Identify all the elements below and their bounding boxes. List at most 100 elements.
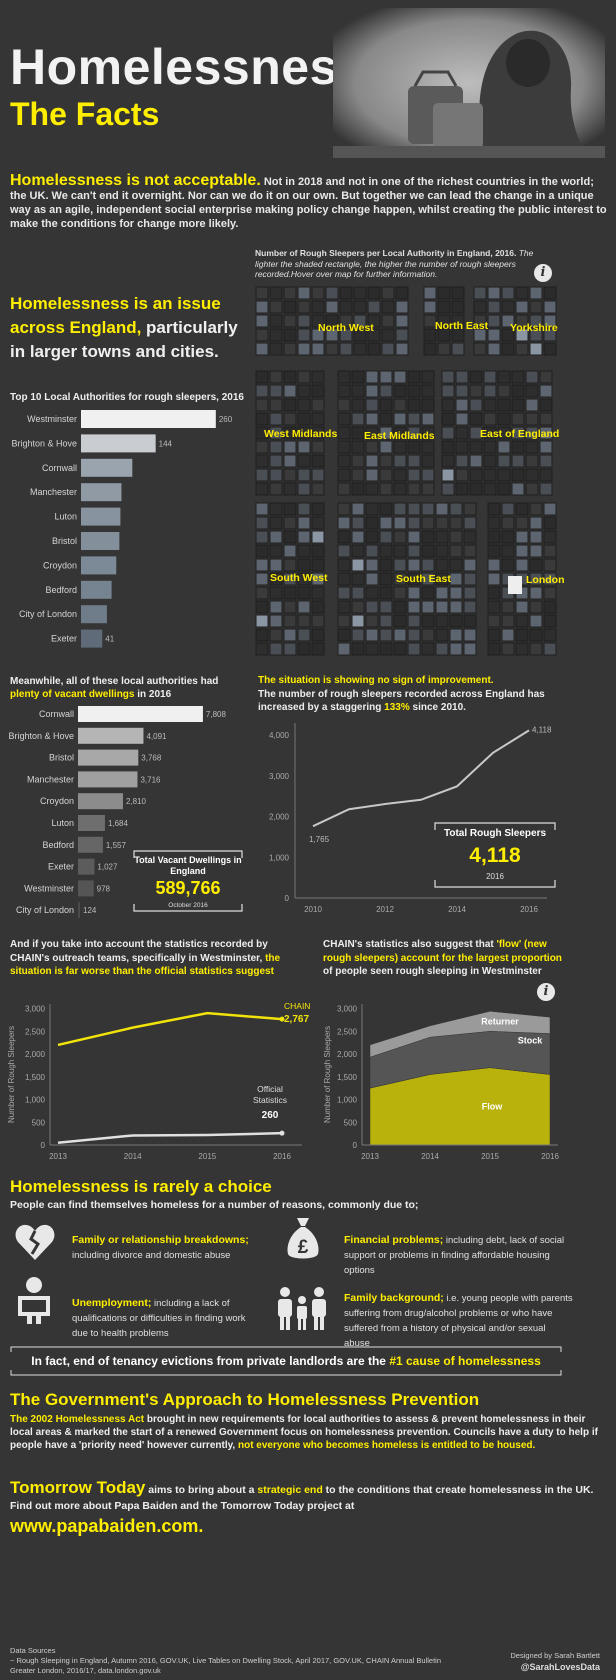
map-tile	[297, 642, 311, 656]
map-tile	[421, 628, 435, 642]
map-tile	[539, 384, 553, 398]
bar-category-label: Bristol	[49, 753, 74, 763]
map-tile	[365, 628, 379, 642]
map-tile	[487, 516, 501, 530]
map-tile	[365, 572, 379, 586]
map-tile	[501, 314, 515, 328]
tomorrow-text-yellow: strategic end	[257, 1484, 323, 1496]
reason-body: including debt, lack of social support o…	[344, 1235, 565, 1276]
map-region-label: South East	[396, 573, 451, 585]
map-tile	[487, 342, 501, 356]
map-tile	[351, 468, 365, 482]
issue-line2: across England,	[10, 318, 142, 337]
map-tile	[283, 530, 297, 544]
map-tile	[283, 572, 297, 586]
designer-handle[interactable]: @SarahLovesData	[520, 1662, 600, 1672]
map-tile	[353, 300, 367, 314]
map-tile	[283, 502, 297, 516]
map-tile	[255, 482, 269, 496]
map-tile	[515, 314, 529, 328]
map-tile	[455, 384, 469, 398]
map-tile	[515, 558, 529, 572]
map-tile	[529, 300, 543, 314]
map-tile	[297, 614, 311, 628]
map-tile	[473, 286, 487, 300]
map-tile	[269, 502, 283, 516]
map-tile	[455, 440, 469, 454]
sources-line2: Greater London, 2016/17, data.london.gov…	[10, 1666, 161, 1675]
page-title: Homelessness	[10, 39, 367, 95]
map-tile	[269, 572, 283, 586]
x-tick-label: 2013	[361, 1152, 379, 1161]
vacant-title: Meanwhile, all of these local authoritie…	[10, 675, 250, 701]
bar-category-label: Brighton & Hove	[8, 731, 74, 741]
map-tile	[525, 440, 539, 454]
y-tick-label: 3,000	[269, 772, 290, 781]
map-tile	[337, 398, 351, 412]
info-icon[interactable]: i	[537, 983, 555, 1001]
map-tile	[297, 314, 311, 328]
map-tile	[311, 628, 325, 642]
map-tile	[515, 300, 529, 314]
map-tile	[339, 328, 353, 342]
map-tile	[529, 642, 543, 656]
map-tile	[483, 426, 497, 440]
map-tile	[297, 286, 311, 300]
map-tile	[379, 482, 393, 496]
x-tick-label: 2015	[481, 1152, 499, 1161]
y-tick-label: 1,500	[337, 1073, 358, 1082]
map-tile	[255, 468, 269, 482]
x-tick-label: 2013	[49, 1152, 67, 1161]
rough-sleepers-map[interactable]	[255, 286, 567, 658]
map-tile	[283, 440, 297, 454]
map-tile	[337, 426, 351, 440]
area-label-stock: Stock	[518, 1035, 544, 1045]
website-link[interactable]: www.papabaiden.com.	[10, 1516, 204, 1536]
data-sources: Data Sources ~ Rough Sleeping in England…	[10, 1646, 441, 1676]
map-tile	[407, 586, 421, 600]
map-tile	[337, 614, 351, 628]
flow-title-yellow: 'flow' (new rough sleepers) account for …	[323, 939, 562, 964]
map-tile	[469, 482, 483, 496]
map-tile	[297, 398, 311, 412]
bar-category-label: Manchester	[30, 487, 77, 497]
map-tile	[365, 440, 379, 454]
map-tile	[393, 426, 407, 440]
map-tile	[441, 370, 455, 384]
map-tile	[339, 286, 353, 300]
map-tile	[365, 426, 379, 440]
x-tick-label: 2016	[273, 1152, 291, 1161]
map-tile	[351, 558, 365, 572]
trend-title-white1: The number of rough sleepers recorded ac…	[258, 688, 545, 714]
map-tile	[379, 558, 393, 572]
map-tile	[501, 286, 515, 300]
government-body: The 2002 Homelessness Act brought in new…	[10, 1413, 606, 1452]
series-name-official: Statistics	[253, 1095, 287, 1105]
map-tile	[515, 502, 529, 516]
map-tile	[311, 398, 325, 412]
map-tile	[543, 558, 557, 572]
map-tile	[497, 426, 511, 440]
series-name-chain: CHAIN	[284, 1001, 310, 1011]
x-tick-label: 2014	[124, 1152, 142, 1161]
map-tile	[255, 502, 269, 516]
map-tile	[511, 482, 525, 496]
map-tile	[407, 642, 421, 656]
map-tile	[255, 342, 269, 356]
map-tile	[463, 600, 477, 614]
bar	[78, 902, 80, 919]
map-tile	[525, 454, 539, 468]
map-tile	[311, 328, 325, 342]
issue-line2-white: particularly	[141, 318, 238, 337]
map-tile	[423, 300, 437, 314]
info-icon[interactable]: i	[534, 264, 552, 282]
map-tile	[539, 398, 553, 412]
map-tile	[407, 440, 421, 454]
intro-paragraph: Homelessness is not acceptable. Not in 2…	[10, 173, 610, 231]
vacant-title-end: in 2016	[134, 689, 172, 700]
map-tile	[543, 314, 557, 328]
map-tile	[497, 482, 511, 496]
series-name-official: Official	[257, 1084, 283, 1094]
tomorrow-text1: aims to bring about a	[145, 1484, 258, 1496]
map-tile	[337, 468, 351, 482]
